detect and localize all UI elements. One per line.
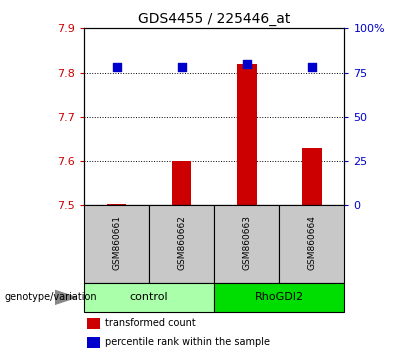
Bar — [214, 283, 344, 312]
Text: GSM860663: GSM860663 — [242, 215, 251, 270]
Bar — [214, 205, 279, 283]
Bar — [302, 148, 322, 205]
Bar — [149, 205, 214, 283]
Text: GSM860662: GSM860662 — [177, 215, 186, 270]
Text: GSM860664: GSM860664 — [307, 215, 316, 270]
Text: transformed count: transformed count — [105, 318, 196, 328]
Bar — [107, 204, 126, 205]
Bar — [237, 64, 257, 205]
Text: control: control — [130, 292, 168, 302]
Text: GSM860661: GSM860661 — [112, 215, 121, 270]
Text: RhoGDI2: RhoGDI2 — [255, 292, 304, 302]
Text: percentile rank within the sample: percentile rank within the sample — [105, 337, 270, 347]
Bar — [84, 205, 149, 283]
Bar — [87, 318, 100, 329]
Point — [244, 61, 250, 67]
Bar — [279, 205, 344, 283]
Point — [113, 64, 120, 70]
Text: genotype/variation: genotype/variation — [4, 292, 97, 302]
Bar — [87, 337, 100, 348]
Point — [178, 64, 185, 70]
Polygon shape — [55, 290, 76, 304]
Title: GDS4455 / 225446_at: GDS4455 / 225446_at — [138, 12, 290, 26]
Bar — [84, 283, 214, 312]
Point — [309, 64, 315, 70]
Bar — [172, 161, 192, 205]
